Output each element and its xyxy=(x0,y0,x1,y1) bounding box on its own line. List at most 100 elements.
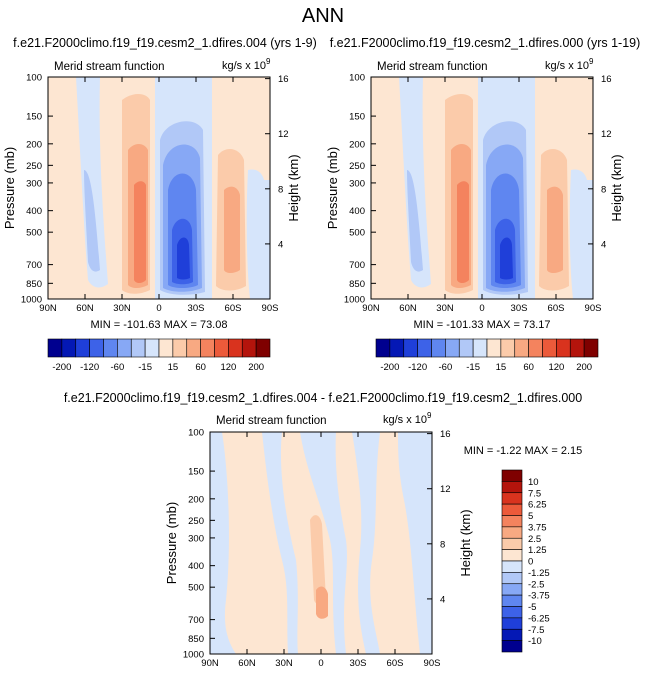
colorbar-diff-label: -10 xyxy=(528,636,542,647)
panel-2-contour-ferrel-n-core xyxy=(407,170,423,272)
panel-1-contour-polar-s xyxy=(246,169,270,299)
panel-1-contour-ferrel-n-core xyxy=(84,170,100,272)
colorbar-diff-label: 5 xyxy=(528,511,533,522)
x-tick-label: 90N xyxy=(362,303,380,314)
y-right-tick-label: 8 xyxy=(601,184,606,195)
colorbar-diff-label: -3.75 xyxy=(528,591,550,602)
y-tick-label: 200 xyxy=(26,139,42,150)
x-tick-label: 90N xyxy=(39,303,57,314)
colorbar-diff-label: 6.25 xyxy=(528,500,547,511)
colorbar-swatch xyxy=(75,338,90,358)
colorbar-top-right: -200 -120 -60 -15 15 60 120 200 xyxy=(375,338,599,373)
x-tick-label: 30S xyxy=(188,303,205,314)
y-tick-label: 850 xyxy=(188,634,204,645)
x-tick-label: 90S xyxy=(262,303,279,314)
colorbar-label: -15 xyxy=(466,362,480,373)
colorbar-label: -60 xyxy=(111,362,125,373)
panel-2-contour-polar-s xyxy=(569,169,593,299)
panel-2-title: f.e21.F2000climo.f19_f19.cesm2_1.dfires.… xyxy=(330,36,641,50)
y-axis-label: Pressure (mb) xyxy=(164,502,179,584)
colorbar-diff-swatch xyxy=(501,617,523,630)
colorbar-diff-label: -5 xyxy=(528,602,536,613)
y-right-tick-label: 4 xyxy=(440,594,445,605)
x-tick-label: 90S xyxy=(424,658,441,669)
colorbar-diff-label: -2.5 xyxy=(528,579,544,590)
colorbar-label: -200 xyxy=(52,362,71,373)
colorbar-diff-label: -1.25 xyxy=(528,568,550,579)
colorbar-diff-swatch xyxy=(501,583,523,596)
y-right-axis-label: Height (km) xyxy=(286,154,301,221)
y-right-tick-label: 8 xyxy=(278,184,283,195)
colorbar-swatch xyxy=(417,338,432,358)
panel-3-contour-neg-left xyxy=(210,432,236,654)
colorbar-diff-swatch xyxy=(501,492,523,505)
panel-1-field-label: Merid stream function xyxy=(54,61,165,73)
panel-1-contours xyxy=(48,77,270,299)
colorbar-label: 15 xyxy=(168,362,179,373)
y-tick-label: 250 xyxy=(26,161,42,172)
panel-2-contour-hadley-n-3 xyxy=(457,181,469,283)
colorbar-swatch xyxy=(130,338,146,358)
colorbar-label: -60 xyxy=(439,362,453,373)
y-right-tick-label: 16 xyxy=(278,74,289,85)
panel-3-contour-neg-right xyxy=(398,432,432,654)
x-tick-label: 90N xyxy=(201,658,219,669)
panel-2-contour-ferrel-s-2 xyxy=(547,186,563,273)
panel-3-title: f.e21.F2000climo.f19_f19.cesm2_1.dfires.… xyxy=(64,391,582,405)
y-tick-label: 300 xyxy=(188,533,204,544)
panel-2-units-exp: 9 xyxy=(589,57,594,66)
colorbar-swatch xyxy=(117,338,132,358)
colorbar-diff-label: 3.75 xyxy=(528,522,547,533)
panel-3-stats: MIN = -1.22 MAX = 2.15 xyxy=(464,445,583,457)
colorbar-swatch xyxy=(403,338,418,358)
x-tick-label: 30N xyxy=(436,303,454,314)
colorbar-label: 200 xyxy=(576,362,592,373)
y-right-tick-label: 12 xyxy=(440,484,451,495)
colorbar-swatch xyxy=(228,338,243,358)
panel-1-contour-hadley-s-6 xyxy=(177,237,190,280)
y-tick-label: 700 xyxy=(188,615,204,626)
colorbar-swatch xyxy=(583,338,599,358)
panel-2-units-text: kg/s x 10 xyxy=(545,60,589,72)
panel-3: f.e21.F2000climo.f19_f19.cesm2_1.dfires.… xyxy=(64,391,582,669)
y-tick-label: 150 xyxy=(349,112,365,123)
colorbar-label: -200 xyxy=(380,362,399,373)
y-tick-label: 700 xyxy=(26,260,42,271)
panel-3-contours xyxy=(210,432,432,654)
panel-1-units: kg/s x 109 xyxy=(222,57,271,72)
y-tick-label: 1000 xyxy=(183,650,204,661)
colorbar-diff-label: -7.5 xyxy=(528,625,544,636)
x-tick-label: 60N xyxy=(76,303,94,314)
panel-2-axes: 90N 60N 30N 0 30S 60S 90S 100 150 200 250 300 400 500… xyxy=(325,73,624,315)
y-tick-label: 100 xyxy=(26,73,42,84)
colorbar-diff-swatch xyxy=(501,560,523,573)
y-tick-label: 850 xyxy=(26,279,42,290)
y-tick-label: 700 xyxy=(349,260,365,271)
colorbar-swatch xyxy=(389,338,405,358)
colorbar-label: -120 xyxy=(80,362,99,373)
y-tick-label: 400 xyxy=(26,206,42,217)
panel-1-contour-ferrel-n xyxy=(76,77,108,288)
y-tick-label: 300 xyxy=(349,178,365,189)
panel-1-axes: 90N 60N 30N 0 30S 60S 90S 100 150 200 250 300 400 500… xyxy=(2,73,301,315)
colorbar-swatch xyxy=(458,338,474,358)
y-tick-label: 100 xyxy=(349,73,365,84)
colorbar-swatch xyxy=(556,338,571,358)
colorbar-label: 60 xyxy=(195,362,206,373)
y-tick-label: 200 xyxy=(349,139,365,150)
colorbar-label: 15 xyxy=(496,362,507,373)
colorbar-swatch xyxy=(375,338,391,358)
y-tick-label: 500 xyxy=(26,228,42,239)
colorbar-swatch xyxy=(103,338,118,358)
panel-3-field-label: Merid stream function xyxy=(216,415,327,427)
panel-3-axes: 90N 60N 30N 0 30S 60S 90S 100 150 200 250 300 400 500… xyxy=(164,428,473,670)
panel-2-contour-hadley-s-6 xyxy=(500,237,513,280)
x-tick-label: 60N xyxy=(399,303,417,314)
panel-1: f.e21.F2000climo.f19_f19.cesm2_1.dfires.… xyxy=(2,36,317,331)
x-tick-label: 30S xyxy=(350,658,367,669)
colorbar-diff-swatch xyxy=(501,594,523,607)
colorbar-label: 200 xyxy=(248,362,264,373)
x-tick-label: 0 xyxy=(318,658,323,669)
y-tick-label: 500 xyxy=(349,228,365,239)
